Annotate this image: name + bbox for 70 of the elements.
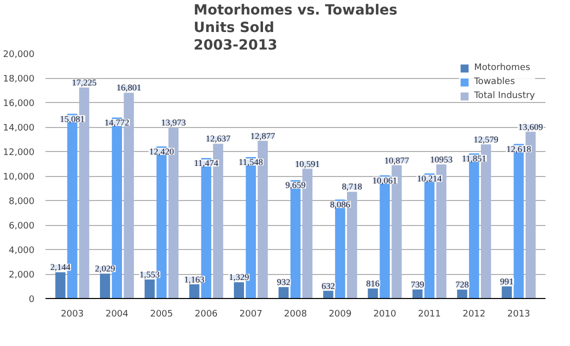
x-tick-label: 2011 — [418, 310, 441, 320]
data-label: 10,877 — [384, 155, 410, 166]
legend-label: Motorhomes — [474, 63, 530, 73]
y-tick-label: 20,000 — [3, 50, 35, 60]
x-tick-label: 2003 — [60, 310, 84, 320]
x-tick-label: 2007 — [239, 310, 262, 320]
data-label: 12,637 — [206, 134, 231, 144]
x-tick-label: 2010 — [373, 310, 397, 320]
bar — [189, 284, 200, 298]
data-label: 991 — [500, 276, 514, 286]
data-label: 9,659 — [285, 180, 306, 190]
data-label: 12,420 — [149, 146, 174, 156]
data-label: 17,225 — [72, 77, 98, 88]
data-label: 632 — [321, 280, 335, 291]
data-label: 11,548 — [238, 157, 264, 168]
x-tick-label: 2004 — [105, 310, 129, 320]
x-tick-label: 2005 — [150, 310, 174, 320]
data-label: 12,579 — [474, 134, 499, 144]
data-label: 1,553 — [140, 269, 160, 280]
data-label: 739 — [410, 279, 425, 290]
y-tick-label: 18,000 — [3, 74, 35, 84]
x-tick-label: 2012 — [462, 310, 486, 320]
bar — [144, 279, 155, 298]
y-tick-label: 8,000 — [8, 197, 35, 207]
data-label: 816 — [366, 278, 380, 289]
bar — [55, 272, 66, 298]
data-label: 728 — [455, 280, 470, 290]
data-label: 2,144 — [50, 262, 72, 272]
data-label: 10,061 — [372, 175, 398, 186]
x-tick-label: 2009 — [328, 310, 352, 320]
data-label: 8,718 — [342, 182, 363, 192]
data-label: 13,609 — [518, 122, 544, 132]
legend-label: Total Industry — [474, 91, 535, 101]
y-tick-label: 0 — [28, 295, 35, 305]
bar — [368, 288, 378, 298]
data-label: 10,591 — [295, 158, 320, 169]
bar — [502, 286, 512, 298]
y-tick-label: 16,000 — [3, 99, 35, 109]
data-label: 15,081 — [60, 114, 85, 124]
data-label: 10,214 — [417, 173, 442, 184]
bar — [457, 290, 468, 298]
bar — [234, 282, 244, 298]
x-tick-label: 2008 — [284, 310, 308, 320]
x-tick-label: 2013 — [507, 310, 530, 320]
bar — [100, 274, 110, 298]
chart-title: Motorhomes vs. Towables Units Sold 2003-2013 — [194, 2, 398, 54]
data-label: 12,877 — [250, 130, 276, 141]
y-tick-label: 4,000 — [8, 246, 35, 256]
data-label: 1,329 — [228, 272, 250, 282]
data-label: 2,029 — [94, 264, 116, 274]
data-label: 11,474 — [194, 158, 219, 168]
data-label: 13,973 — [161, 117, 186, 128]
legend-label: Towables — [474, 77, 515, 87]
y-tick-label: 6,000 — [8, 222, 35, 232]
bar — [278, 287, 289, 298]
data-label: 16,801 — [116, 82, 142, 93]
y-tick-label: 12,000 — [3, 148, 35, 158]
bar — [323, 290, 334, 298]
x-tick-label: 2006 — [194, 310, 218, 320]
y-tick-label: 2,000 — [8, 270, 35, 280]
data-label: 14,772 — [104, 118, 130, 128]
bar — [412, 289, 423, 298]
y-tick-label: 10,000 — [3, 172, 35, 182]
data-label: 1,163 — [184, 274, 205, 284]
data-label: 932 — [276, 277, 290, 288]
data-label: 8,086 — [330, 199, 351, 210]
y-tick-label: 14,000 — [3, 124, 35, 134]
data-label: 11,851 — [462, 153, 486, 164]
data-label: 12,618 — [506, 144, 532, 154]
data-label: 10953 — [430, 154, 454, 164]
